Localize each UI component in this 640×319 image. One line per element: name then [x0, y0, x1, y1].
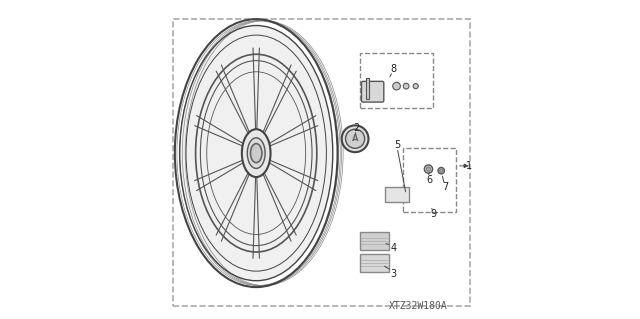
Text: 7: 7 [442, 182, 448, 192]
Text: 4: 4 [390, 243, 396, 253]
Circle shape [342, 125, 369, 152]
Bar [385, 187, 408, 202]
Circle shape [424, 165, 433, 173]
Text: 6: 6 [426, 174, 432, 185]
Circle shape [438, 167, 444, 174]
Text: 2: 2 [353, 123, 360, 133]
Circle shape [413, 84, 419, 89]
Text: A: A [352, 134, 358, 143]
Text: 9: 9 [430, 209, 436, 219]
Bar [360, 232, 388, 249]
Bar [360, 255, 388, 272]
Text: 8: 8 [390, 64, 396, 74]
Bar [366, 78, 369, 99]
Circle shape [403, 83, 409, 89]
Ellipse shape [247, 138, 265, 168]
Text: 3: 3 [390, 269, 396, 279]
FancyBboxPatch shape [362, 81, 384, 102]
Circle shape [346, 129, 365, 148]
Text: 5: 5 [394, 140, 401, 150]
Circle shape [426, 167, 431, 171]
Text: 1: 1 [466, 161, 472, 171]
Text: XTZ32W180A: XTZ32W180A [389, 301, 447, 311]
Ellipse shape [242, 129, 271, 177]
Ellipse shape [250, 144, 262, 163]
Ellipse shape [180, 26, 333, 281]
Circle shape [393, 82, 401, 90]
Circle shape [440, 169, 443, 172]
